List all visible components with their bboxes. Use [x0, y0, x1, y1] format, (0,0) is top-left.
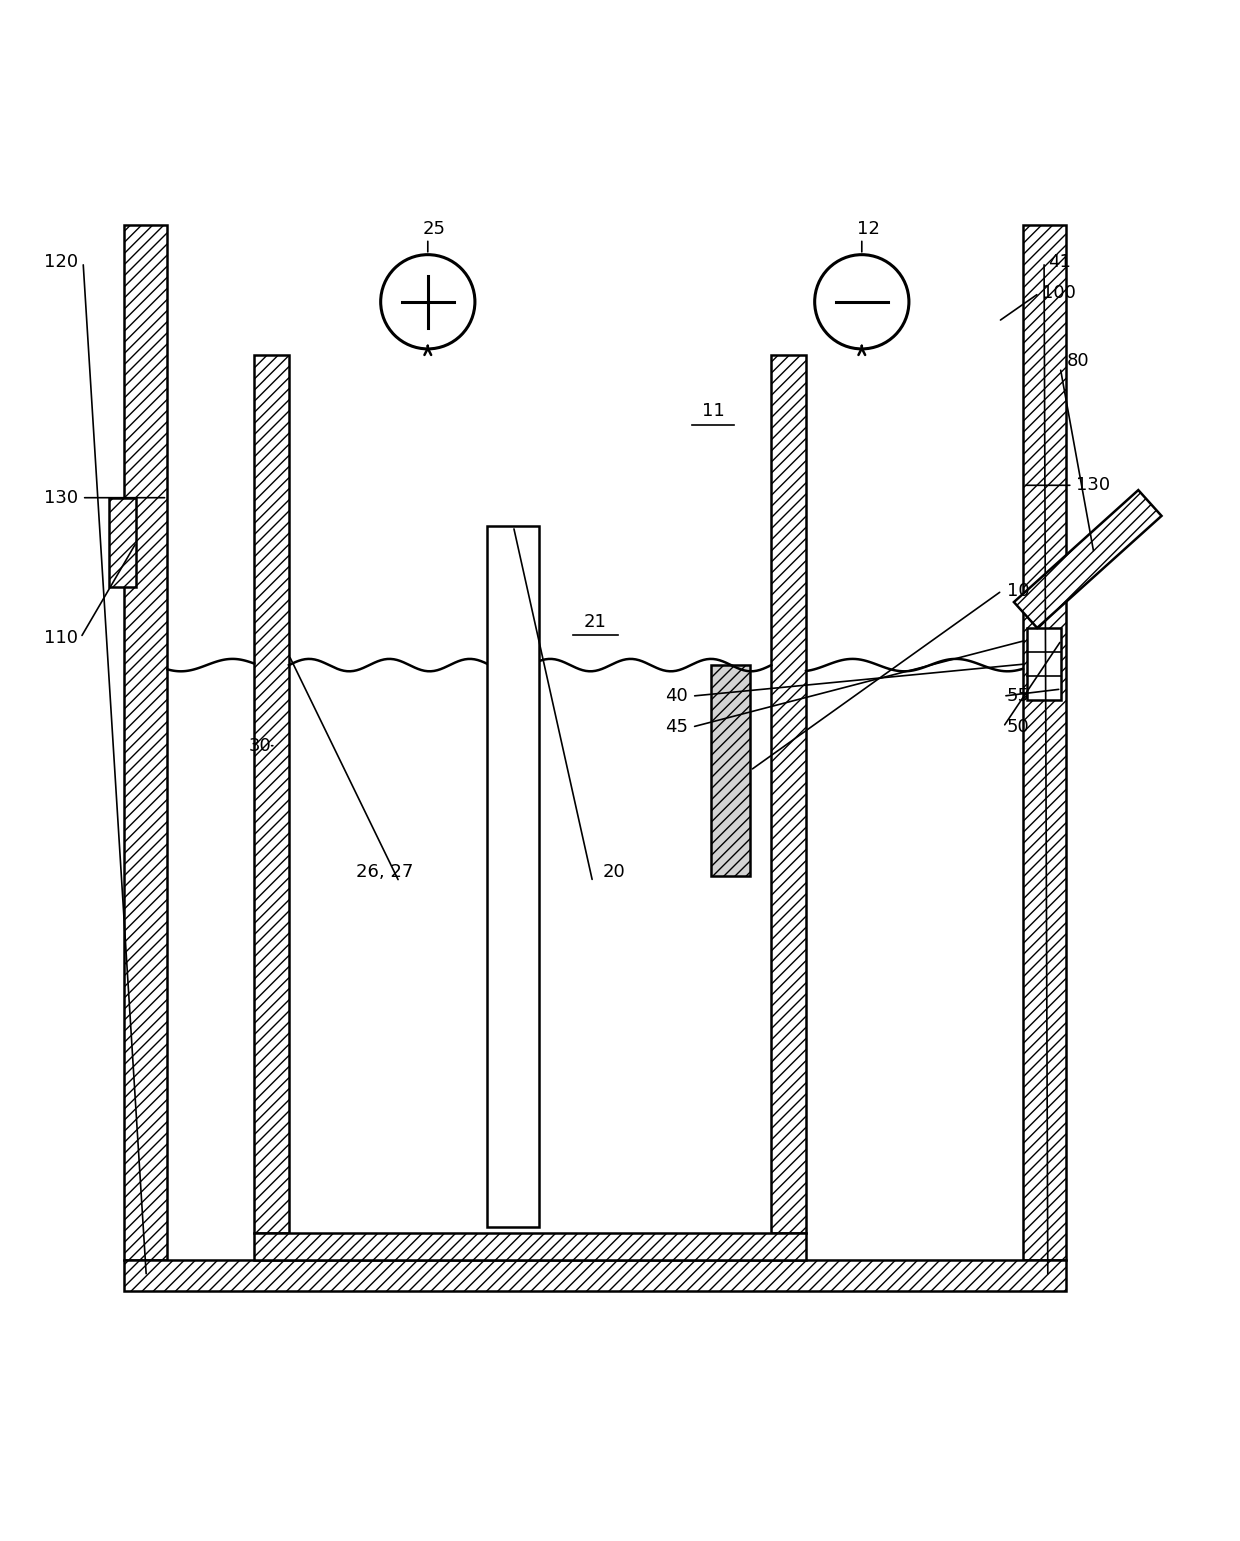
Text: 12: 12: [857, 220, 879, 237]
Text: 45: 45: [665, 718, 688, 737]
Text: 100: 100: [1042, 284, 1075, 302]
Text: 80: 80: [1066, 353, 1089, 370]
Bar: [1023, 225, 1066, 1261]
Bar: [254, 1233, 806, 1261]
Text: 10: 10: [1007, 581, 1029, 599]
Bar: [289, 354, 771, 1233]
Text: 11: 11: [702, 402, 724, 419]
Text: 21: 21: [584, 613, 606, 630]
Bar: [771, 354, 806, 1233]
Bar: [254, 354, 289, 1233]
Text: 130: 130: [1076, 476, 1111, 495]
Bar: [487, 525, 539, 1227]
Bar: [711, 666, 750, 875]
Bar: [124, 1261, 1066, 1291]
Circle shape: [381, 254, 475, 348]
Text: 26, 27: 26, 27: [356, 863, 413, 881]
Text: 110: 110: [45, 629, 78, 647]
Text: 20: 20: [603, 863, 625, 881]
Bar: [109, 498, 136, 587]
Text: 41: 41: [1048, 253, 1070, 271]
Text: 40: 40: [666, 687, 688, 706]
Text: 130: 130: [43, 488, 78, 507]
Text: 30: 30: [249, 737, 272, 755]
Bar: [1027, 627, 1061, 700]
Text: 120: 120: [43, 253, 78, 271]
Circle shape: [815, 254, 909, 348]
Text: 50: 50: [1007, 718, 1029, 737]
Polygon shape: [1014, 490, 1162, 627]
Text: 25: 25: [423, 220, 445, 237]
Bar: [124, 225, 167, 1261]
Text: 55: 55: [1007, 687, 1030, 706]
